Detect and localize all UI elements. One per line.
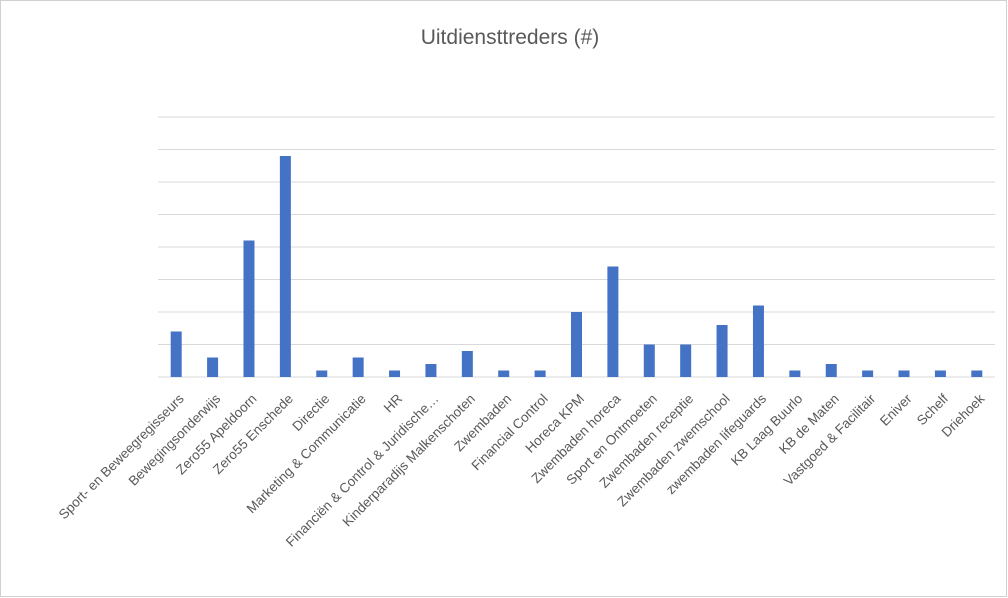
bar: [971, 370, 983, 377]
bar: [862, 370, 874, 377]
bar: [643, 344, 655, 377]
bar: [571, 312, 582, 377]
bar: [825, 364, 837, 377]
bar: [934, 370, 946, 377]
bar: [207, 357, 219, 377]
bar: [534, 370, 546, 377]
bar: [170, 331, 182, 377]
bar: [716, 325, 728, 377]
bar: [352, 357, 364, 377]
bar: [789, 370, 801, 377]
bar: [498, 370, 510, 377]
bar: [389, 370, 401, 377]
chart-title: Uitdiensttreders (#): [421, 26, 600, 49]
bar: [680, 344, 692, 377]
bar: [243, 240, 255, 377]
bar: [425, 364, 437, 377]
bar: [316, 370, 328, 377]
bar: [898, 370, 910, 377]
bar: [752, 305, 764, 377]
bar: [279, 156, 291, 377]
bar: [607, 266, 619, 377]
bar: [461, 351, 473, 377]
